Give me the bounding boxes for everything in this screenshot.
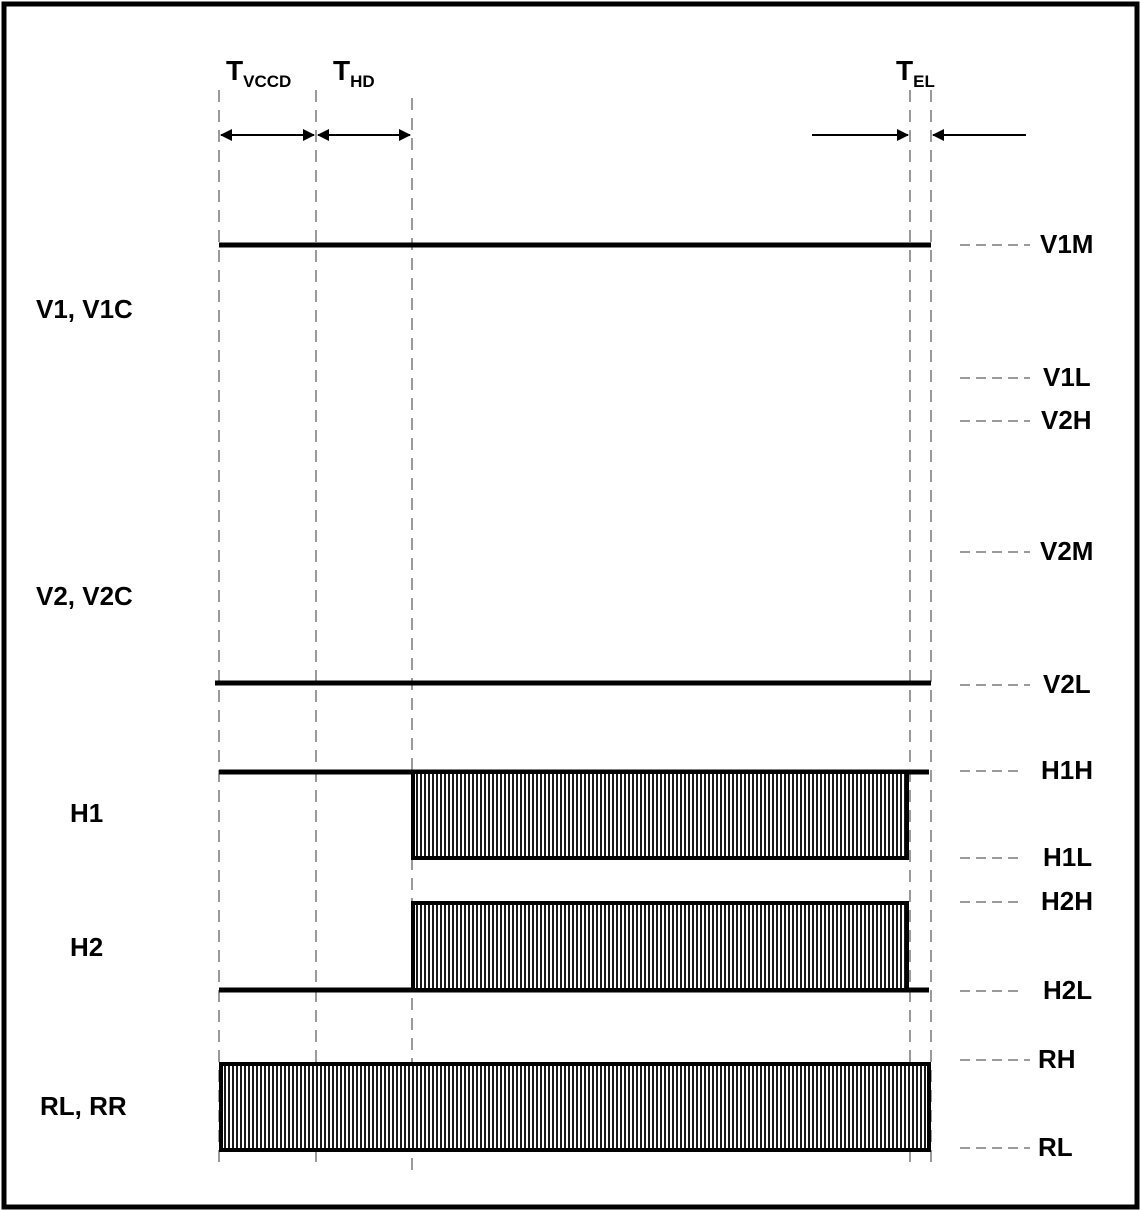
t-el-label: TEL <box>896 55 935 91</box>
t-vccd-label: TVCCD <box>226 55 291 91</box>
level-label-v2l: V2L <box>1043 669 1091 699</box>
level-label-h2l: H2L <box>1043 975 1092 1005</box>
level-label-v2m: V2M <box>1040 536 1093 566</box>
level-label-h1h: H1H <box>1041 755 1093 785</box>
signal-label-r: RL, RR <box>40 1091 127 1121</box>
level-label-v1m: V1M <box>1040 229 1093 259</box>
waveform-h2-clock-block <box>411 901 909 992</box>
level-label-rl: RL <box>1038 1132 1073 1162</box>
t-hd-label: THD <box>333 55 375 91</box>
level-label-v2h: V2H <box>1041 405 1092 435</box>
level-label-v1l: V1L <box>1043 362 1091 392</box>
signal-label-h2: H2 <box>70 932 103 962</box>
waveform-r-clock-block <box>219 1062 931 1152</box>
level-label-h1l: H1L <box>1043 842 1092 872</box>
signal-label-v1: V1, V1C <box>36 294 133 324</box>
level-label-rh: RH <box>1038 1044 1076 1074</box>
signal-label-h1: H1 <box>70 798 103 828</box>
waveform-h1-clock-block <box>411 770 909 860</box>
signal-label-v2: V2, V2C <box>36 581 133 611</box>
level-label-h2h: H2H <box>1041 886 1093 916</box>
